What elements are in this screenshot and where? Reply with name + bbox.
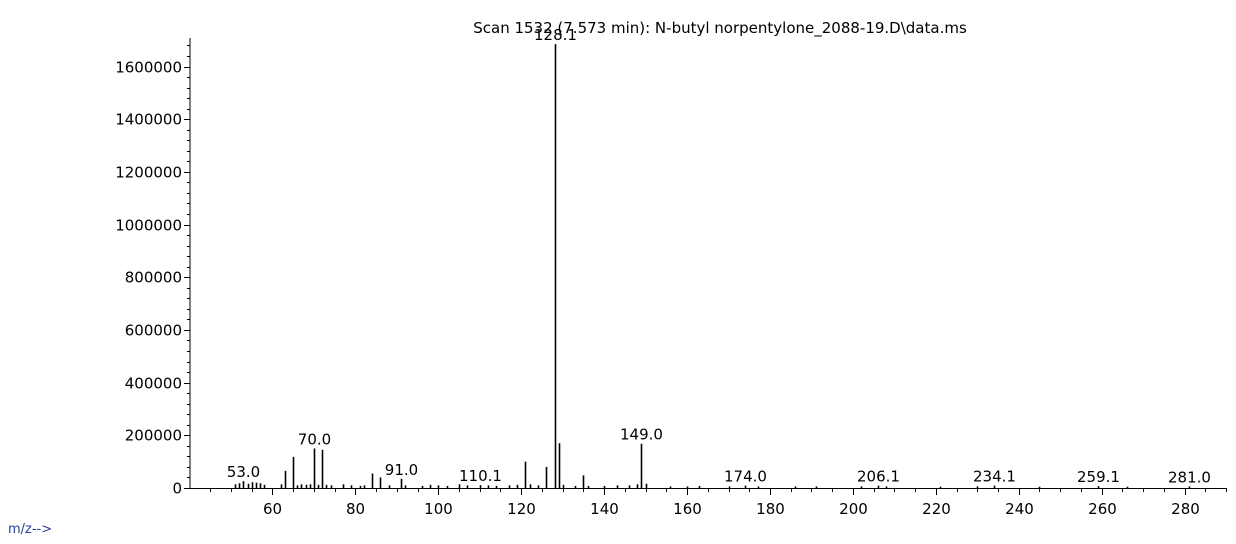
peak-label: 53.0: [227, 463, 260, 481]
peak-label: 281.0: [1168, 468, 1211, 486]
y-tick-label: 200000: [125, 427, 182, 445]
peak-label: 174.0: [724, 468, 767, 486]
peak-label: 110.1: [459, 467, 502, 485]
x-tick-label: 120: [507, 500, 536, 518]
x-tick-label: 100: [424, 500, 453, 518]
peak-label: 70.0: [298, 430, 331, 448]
peak-label: 206.1: [857, 468, 900, 486]
x-tick-label: 180: [756, 500, 785, 518]
y-tick-label: 0: [172, 480, 182, 498]
peak-label: 149.0: [620, 426, 663, 444]
y-tick-label: 1200000: [115, 164, 182, 182]
x-tick-label: 240: [1005, 500, 1034, 518]
x-tick-label: 260: [1088, 500, 1117, 518]
x-tick-label: 220: [922, 500, 951, 518]
peak-bars: [234, 44, 1191, 488]
y-tick-label: 800000: [125, 269, 182, 287]
x-axis: 60 80 100 120 140 160 180 200 220 240 260 280: [190, 488, 1227, 518]
x-tick-label: 80: [346, 500, 365, 518]
peak-label: 234.1: [973, 468, 1016, 486]
x-tick-label: 60: [263, 500, 282, 518]
peak-labels: 53.0 70.0 91.0 110.1 128.1 149.0 174.0 206.1 234…: [227, 26, 1211, 486]
chart-title: Scan 1532 (7.573 min): N-butyl norpentyl…: [473, 19, 967, 38]
x-tick-label: 200: [839, 500, 868, 518]
y-axis: 0 200000 400000 600000 800000 1000000 1200000 1…: [115, 38, 191, 498]
y-tick-label: 1400000: [115, 111, 182, 129]
y-tick-label: 400000: [125, 375, 182, 393]
peak-label: 259.1: [1077, 468, 1120, 486]
x-axis-label: m/z-->: [8, 522, 53, 537]
x-tick-label: 140: [590, 500, 619, 518]
y-tick-label: 1600000: [115, 59, 182, 77]
peak-label: 128.1: [534, 26, 577, 44]
y-tick-label: 1000000: [115, 217, 182, 235]
y-tick-label: 600000: [125, 322, 182, 340]
x-tick-label: 280: [1171, 500, 1200, 518]
peak-label: 91.0: [385, 461, 418, 479]
x-tick-label: 160: [673, 500, 702, 518]
